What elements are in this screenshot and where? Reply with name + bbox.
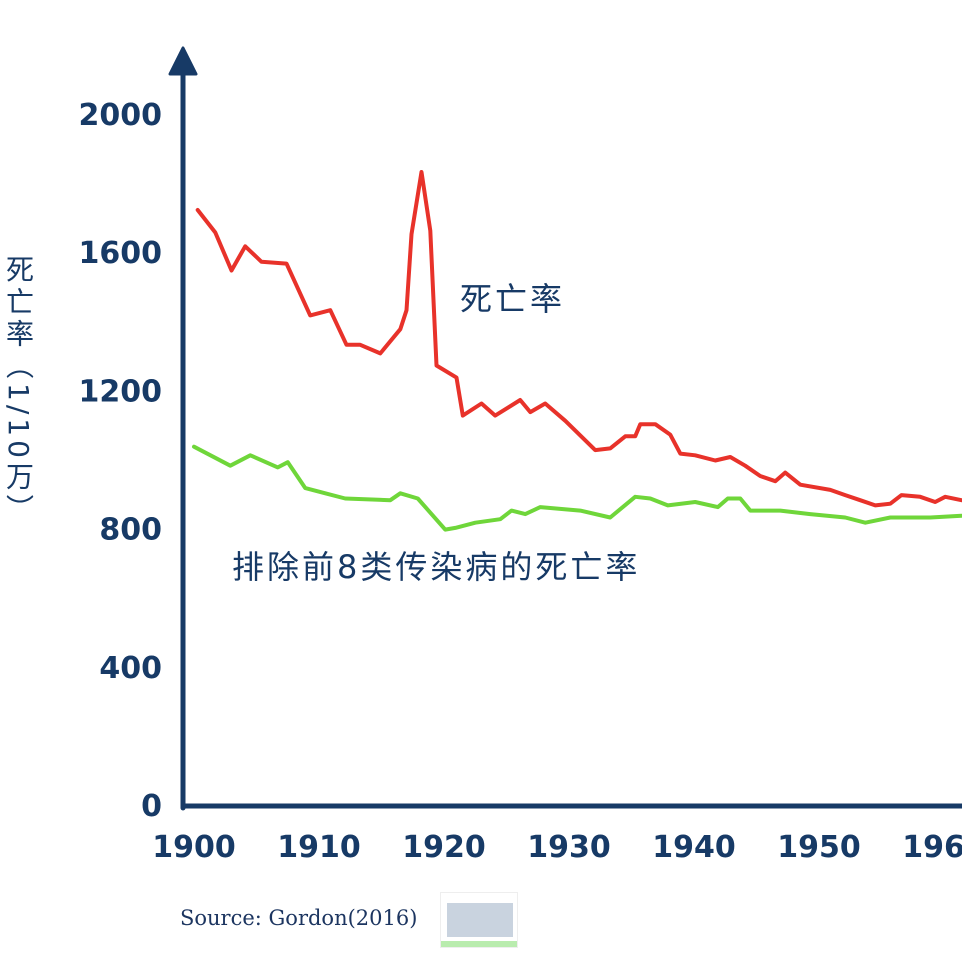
y-axis-label: 死亡率（1/10万） bbox=[2, 255, 35, 526]
thumbnail-footer bbox=[441, 941, 517, 947]
thumbnail-plot bbox=[447, 903, 513, 937]
x-tick-label: 1920 bbox=[402, 830, 486, 865]
x-tick-label: 1900 bbox=[152, 830, 236, 865]
annotation-excluding-infectious: 排除前8类传染病的死亡率 bbox=[232, 548, 641, 586]
series-line-excluding bbox=[192, 444, 962, 532]
source-text: Source: Gordon(2016) bbox=[180, 906, 418, 930]
series-lines bbox=[192, 170, 962, 532]
x-tick-label: 1940 bbox=[652, 830, 736, 865]
series-line-total bbox=[195, 170, 962, 508]
y-tick-label: 400 bbox=[99, 651, 162, 686]
x-tick-label: 1960 bbox=[902, 830, 962, 865]
y-tick-label: 2000 bbox=[79, 98, 163, 133]
x-tick-label: 1930 bbox=[527, 830, 611, 865]
axes bbox=[168, 46, 962, 811]
x-tick-labels: 1900 1910 1920 1930 1940 1950 1960 bbox=[152, 830, 962, 865]
y-tick-label: 800 bbox=[99, 513, 162, 548]
y-tick-label: 0 bbox=[141, 789, 162, 824]
annotation-total-death-rate: 死亡率 bbox=[460, 280, 566, 318]
y-axis-arrow-icon bbox=[168, 46, 198, 76]
source-thumbnail-image bbox=[440, 892, 518, 948]
x-tick-label: 1950 bbox=[777, 830, 861, 865]
y-tick-label: 1600 bbox=[79, 236, 163, 271]
y-tick-label: 1200 bbox=[79, 374, 163, 409]
x-tick-label: 1910 bbox=[277, 830, 361, 865]
y-tick-labels: 0 400 800 1200 1600 2000 bbox=[79, 98, 163, 824]
